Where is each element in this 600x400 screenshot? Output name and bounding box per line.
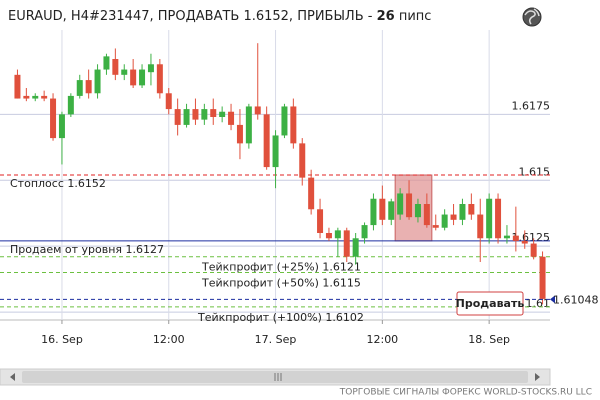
candle-body [245, 106, 252, 144]
candle-body [174, 109, 181, 125]
x-tick-label: 12:00 [153, 333, 185, 346]
candle-body [503, 235, 510, 239]
candle-body [512, 235, 519, 241]
sell-button-label: Продавать [456, 297, 525, 310]
candle-body [397, 193, 404, 215]
candle-body [370, 198, 377, 226]
sell-button[interactable]: Продавать [456, 291, 525, 316]
candle-body [210, 109, 217, 117]
title-text: EURAUD, H4#231447, ПРОДАВАТЬ 1.6152, ПРИ… [8, 9, 373, 24]
candle-body [495, 198, 502, 239]
y-tick-label: 1.61 [526, 297, 551, 310]
candle-body [41, 95, 48, 99]
current-price-pointer [550, 295, 555, 304]
current-price-label: 1.61048 [553, 293, 599, 306]
candle-body [50, 98, 57, 139]
globe-icon[interactable] [522, 7, 542, 27]
candle-body [406, 193, 413, 218]
candle-body [379, 198, 386, 220]
candle-body [414, 204, 421, 218]
candle-body [192, 109, 199, 120]
candle-body [477, 214, 484, 239]
candle-body [263, 114, 270, 168]
candle-body [183, 109, 190, 125]
candle-body [58, 114, 65, 139]
candle-body [441, 214, 448, 228]
candle-body [521, 240, 528, 244]
profit: 26 [377, 9, 395, 24]
candle-body [139, 69, 146, 86]
x-tick-label: 12:00 [366, 333, 398, 346]
candle-body [388, 201, 395, 220]
chart-title: EURAUD, H4#231447, ПРОДАВАТЬ 1.6152, ПРИ… [8, 9, 431, 24]
candle-body [112, 59, 119, 75]
candle-body [450, 214, 457, 220]
x-tick-label: 18. Sep [468, 333, 510, 346]
candle-body [530, 243, 537, 257]
candle-body [459, 204, 466, 220]
x-tick-label: 16. Sep [41, 333, 83, 346]
profit-unit: пипс [399, 9, 432, 24]
candle-body [254, 106, 261, 115]
sell-button-box [456, 291, 524, 316]
candle-body [468, 204, 475, 215]
candle-body [201, 109, 208, 120]
candle-body [32, 95, 39, 99]
candle-body [486, 198, 493, 239]
candle-body [76, 80, 83, 96]
candle-body [85, 80, 92, 94]
footer: ТОРГОВЫЕ СИГНАЛЫ ФОРЕКС WORLD-STOCKS.RU … [339, 388, 592, 398]
candle-body [272, 135, 279, 168]
x-tick-label: 17. Sep [255, 333, 297, 346]
y-tick-label: 1.615 [519, 165, 551, 178]
candle-body [94, 69, 101, 94]
candle-body [361, 225, 368, 239]
candle-body [103, 56, 110, 70]
candle-body [352, 238, 359, 257]
candle-body [228, 111, 235, 125]
level-label: Стоплосс 1.6152 [10, 177, 106, 190]
candle-body [539, 256, 546, 299]
candle-body [121, 69, 128, 75]
level-label: Тейкпрофит (+100%) 1.6102 [197, 311, 364, 324]
candle-body [67, 95, 74, 115]
candle-body [23, 95, 30, 99]
level-label: Тейкпрофит (+50%) 1.6115 [201, 277, 361, 290]
candle-body [147, 64, 154, 73]
candle-body [130, 69, 137, 86]
candle-body [299, 143, 306, 178]
level-label: Продаем от уровня 1.6127 [10, 243, 164, 256]
candle-body [165, 93, 172, 110]
candle-body [308, 177, 315, 210]
y-tick-label: 1.6175 [512, 99, 551, 112]
level-label: Тейкпрофит (+25%) 1.6121 [201, 261, 361, 274]
candle-body [156, 64, 163, 94]
candle-body [325, 233, 332, 239]
candle-body [281, 106, 288, 136]
candle-body [432, 225, 439, 228]
candle-body [423, 204, 430, 226]
candle-body [317, 209, 324, 233]
candle-body [219, 111, 226, 117]
candle-body [14, 74, 21, 99]
candle-body [290, 106, 297, 144]
candle-body [236, 124, 243, 144]
candle-body [334, 230, 341, 239]
scrollbar[interactable] [0, 368, 551, 386]
candle-body [343, 230, 350, 257]
